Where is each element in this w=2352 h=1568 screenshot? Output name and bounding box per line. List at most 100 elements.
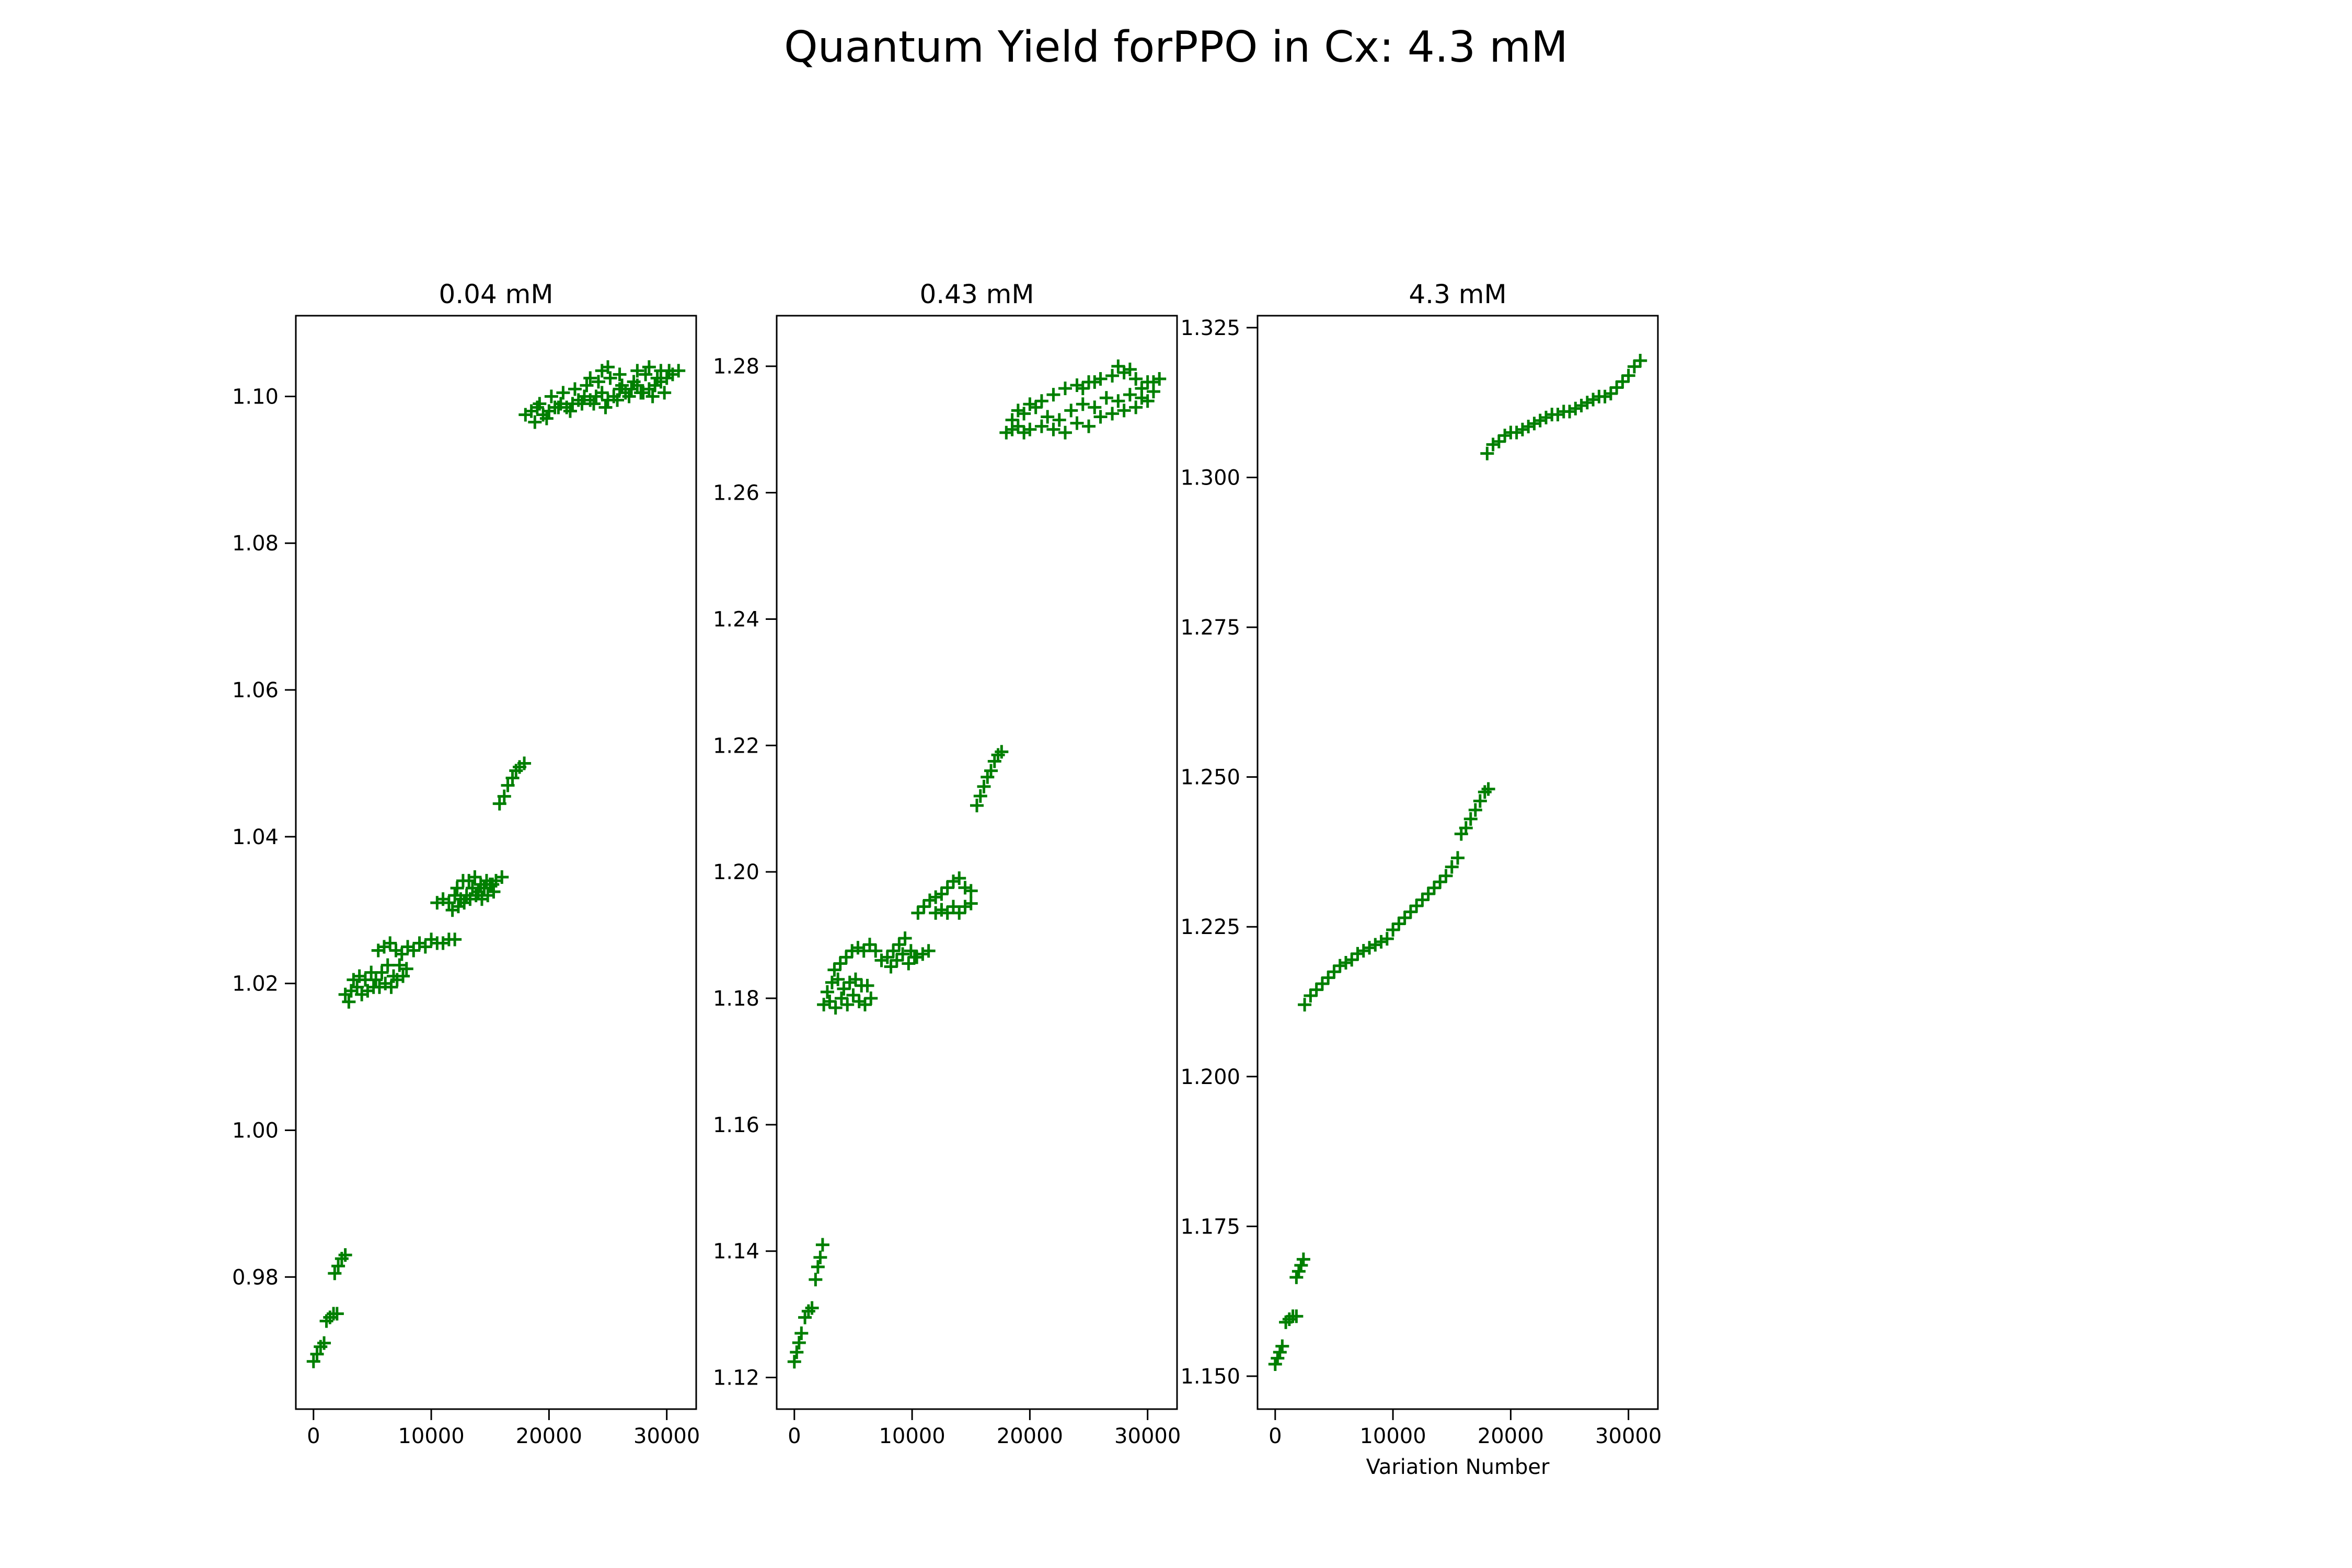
data-point	[940, 881, 954, 895]
data-point	[964, 896, 978, 910]
data-point	[1380, 932, 1394, 946]
data-point	[916, 947, 930, 961]
data-point	[1439, 869, 1453, 883]
data-point	[586, 397, 601, 411]
data-point	[1351, 947, 1365, 961]
data-point	[658, 386, 672, 400]
data-point	[639, 367, 653, 382]
data-point	[1321, 971, 1335, 985]
data-point	[1076, 382, 1090, 396]
data-point	[833, 956, 847, 971]
data-point	[497, 789, 511, 803]
x-tick-label: 20000	[1478, 1424, 1544, 1448]
data-point	[860, 978, 874, 993]
data-point	[1135, 382, 1149, 396]
data-point	[1076, 397, 1090, 411]
y-tick-label: 1.16	[713, 1113, 759, 1137]
x-tick-label: 0	[307, 1424, 320, 1448]
data-point	[874, 953, 889, 967]
data-point	[1275, 1339, 1289, 1353]
data-point	[568, 382, 582, 396]
data-point	[869, 944, 883, 958]
data-point	[1368, 938, 1382, 952]
data-point	[1011, 403, 1025, 418]
data-point	[1610, 381, 1624, 395]
data-point	[794, 1326, 809, 1340]
data-point	[1574, 398, 1588, 412]
data-point	[544, 389, 558, 403]
data-point	[902, 956, 916, 971]
data-point	[929, 890, 943, 904]
data-point	[338, 1248, 352, 1262]
data-point	[1492, 434, 1506, 448]
data-point	[1533, 413, 1547, 428]
x-axis-label: Variation Number	[1366, 1455, 1550, 1479]
data-point	[672, 364, 686, 378]
data-point	[848, 972, 862, 986]
data-point	[381, 958, 395, 972]
data-point	[583, 371, 597, 385]
data-point	[840, 998, 855, 1012]
data-point	[977, 779, 991, 793]
data-point	[654, 364, 668, 378]
data-point	[1398, 911, 1412, 925]
data-point	[1140, 394, 1155, 408]
data-point	[813, 1250, 827, 1264]
data-point	[1451, 851, 1465, 865]
data-point	[395, 947, 409, 961]
data-point	[1041, 410, 1055, 424]
data-point	[1093, 410, 1108, 424]
axes-frame	[776, 315, 1178, 1410]
data-point	[1521, 420, 1536, 434]
data-point	[642, 360, 656, 374]
y-tick-label: 1.175	[1180, 1215, 1240, 1239]
subplot-title: 4.3 mM	[1409, 279, 1506, 309]
x-tick-label: 10000	[879, 1424, 945, 1448]
data-point	[1327, 965, 1341, 979]
data-point	[1070, 416, 1084, 430]
y-tick-label: 1.300	[1180, 466, 1240, 490]
data-point	[551, 400, 566, 414]
data-point	[1273, 1345, 1287, 1359]
data-point	[650, 371, 664, 385]
data-point	[556, 386, 570, 400]
data-point	[946, 900, 960, 914]
data-point	[999, 425, 1013, 440]
data-point	[533, 397, 547, 411]
data-point	[1480, 446, 1494, 460]
data-point	[1539, 410, 1553, 424]
data-point	[907, 950, 921, 964]
data-point	[1315, 977, 1329, 991]
data-point	[613, 367, 627, 382]
axes-frame	[1256, 315, 1659, 1410]
y-tick-label: 1.06	[232, 678, 279, 702]
y-tick-label: 1.325	[1180, 316, 1240, 340]
data-point	[1082, 419, 1096, 433]
data-point	[828, 1001, 843, 1015]
data-point	[1152, 372, 1167, 386]
data-point	[634, 386, 648, 400]
data-point	[1123, 388, 1137, 402]
data-point	[884, 960, 898, 974]
data-point	[383, 936, 397, 950]
data-point	[1580, 396, 1594, 410]
data-point	[787, 1355, 801, 1369]
data-point	[1046, 422, 1060, 436]
data-point	[1129, 372, 1143, 386]
data-point	[1146, 375, 1160, 389]
y-tick-label: 1.12	[713, 1366, 759, 1390]
y-tick-label: 1.26	[713, 481, 759, 505]
data-point	[864, 991, 878, 1005]
data-point	[1294, 1258, 1308, 1272]
x-tick-label: 10000	[1359, 1424, 1426, 1448]
data-point	[1052, 413, 1066, 427]
figure-title: Quantum Yield forPPO in Cx: 4.3 mM	[784, 22, 1568, 72]
data-point	[1604, 387, 1618, 401]
data-point	[528, 415, 542, 429]
data-point	[396, 969, 410, 983]
data-point	[1468, 803, 1482, 817]
data-point	[790, 1345, 804, 1359]
y-tick-label: 1.04	[232, 825, 279, 849]
y-tick-label: 0.98	[232, 1265, 279, 1289]
